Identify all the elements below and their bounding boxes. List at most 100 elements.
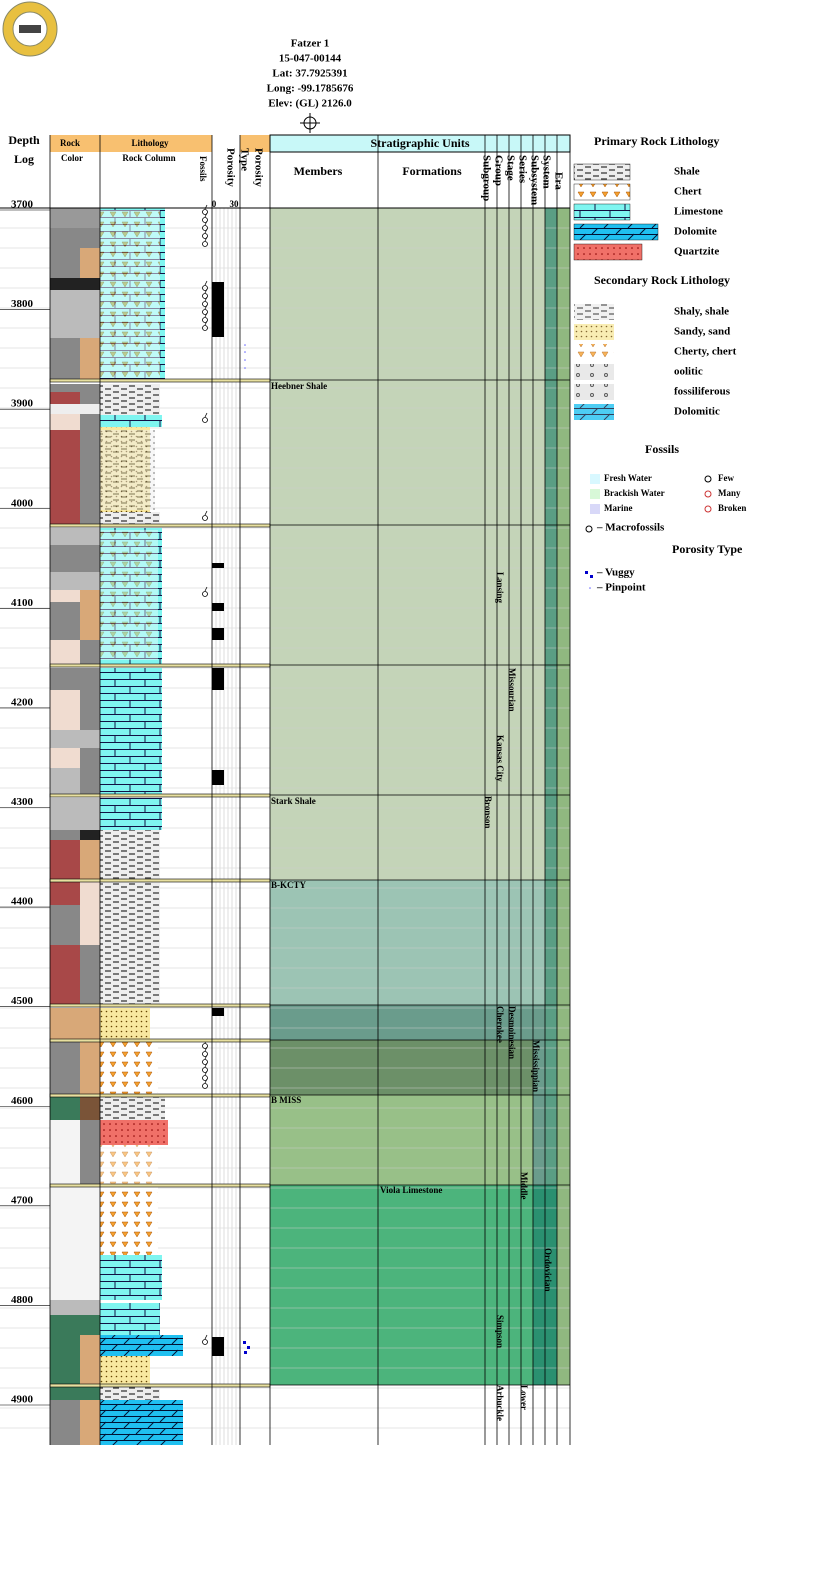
strat-band (270, 1040, 545, 1095)
rock-color (80, 830, 100, 840)
stage-header: Stage (504, 155, 516, 181)
era-band (557, 208, 570, 1385)
lithology (100, 882, 160, 1005)
rock-color (80, 590, 100, 602)
rock-color (50, 1315, 80, 1335)
legend-swatch (574, 324, 614, 340)
depth-label: 4100 (11, 597, 34, 609)
fossil-symbol (202, 209, 208, 215)
depth-label: 3900 (11, 398, 34, 410)
rock-color (50, 414, 80, 430)
fossil-symbol (204, 288, 208, 294)
legend-symbol (590, 575, 593, 578)
strat-band (270, 1005, 545, 1040)
rock-color (80, 1145, 100, 1185)
lithology (100, 1400, 183, 1445)
log-header: Log (14, 152, 34, 166)
elev: Elev: (GL) 2126.0 (268, 98, 352, 110)
rock-color (50, 528, 80, 545)
unit-label: Heebner Shale (271, 381, 327, 391)
legend-swatch (573, 163, 631, 181)
rock-color (50, 208, 80, 228)
system-band (545, 208, 557, 1385)
fossil-symbol (202, 417, 208, 423)
legend-swatch (574, 384, 614, 400)
rock-header: Rock (60, 138, 80, 148)
rock-color (80, 602, 100, 640)
legend-symbol (585, 525, 593, 533)
well-symbol (300, 113, 320, 133)
lithology (100, 210, 160, 378)
unit-label: Viola Limestone (380, 1185, 442, 1195)
boundary (49, 1038, 271, 1043)
unit-label: Middle (519, 1172, 529, 1200)
rock-column-header: Rock Column (122, 153, 175, 163)
porosity-bar (212, 668, 224, 690)
rock-color (50, 404, 80, 414)
rock-color (50, 730, 80, 748)
legend-label: Few (718, 473, 734, 483)
boundary (49, 1383, 271, 1388)
lithology (100, 1187, 158, 1255)
logo (2, 1, 58, 57)
depth-label: 4400 (11, 896, 34, 908)
primary-title: Primary Rock Lithology (594, 134, 719, 148)
fossil-symbol (202, 1043, 208, 1049)
fossil-symbol (204, 296, 208, 302)
rock-color (80, 668, 100, 690)
fossil-symbol (202, 301, 208, 307)
unit-label: B MISS (271, 1095, 301, 1105)
rock-color (50, 1187, 80, 1300)
header: Fatzer 1 15-047-00144 Lat: 37.7925391 Lo… (267, 38, 354, 133)
rock-color (80, 730, 100, 748)
rock-color (50, 512, 80, 525)
rock-color (50, 1042, 80, 1095)
fossil-symbol (202, 293, 208, 299)
rock-color (80, 690, 100, 730)
rock-color (50, 430, 80, 512)
legend-swatch (574, 364, 614, 380)
lithology (100, 530, 158, 660)
lithology (100, 1255, 162, 1300)
rock-color (80, 882, 100, 905)
legend-symbol (704, 505, 712, 513)
fossil-symbol (202, 233, 208, 239)
legend-swatch (590, 489, 600, 499)
fossil-symbol (202, 325, 208, 331)
unit-label: Lansing (495, 572, 505, 604)
color-header: Color (61, 153, 83, 163)
legend-label: Fresh Water (604, 473, 652, 483)
rock-color (80, 640, 100, 665)
vuggy (247, 1346, 250, 1349)
legend-label: Dolomitic (674, 406, 720, 418)
rock-color (80, 208, 100, 228)
depth-label: 4700 (11, 1194, 34, 1206)
strat-band (270, 1185, 378, 1385)
secondary-title: Secondary Rock Lithology (594, 273, 730, 287)
rock-color (50, 830, 80, 840)
depth-label: 4200 (11, 696, 34, 708)
rock-color (50, 1400, 80, 1445)
boundary (49, 1183, 271, 1188)
pinpoint (244, 351, 246, 353)
rock-color (50, 1120, 80, 1145)
legend-label: fossiliferous (674, 386, 731, 398)
system-header: System (540, 155, 552, 189)
depth-label: 4900 (11, 1394, 34, 1406)
fossil-symbol (204, 320, 208, 326)
legend-label: Many (718, 488, 741, 498)
fossils-header: Fossils (198, 156, 208, 182)
porosity-type-header: Porosity (252, 148, 264, 187)
rock-color (50, 840, 80, 880)
porosity-bar (212, 1008, 224, 1016)
fossil-symbol (202, 285, 208, 291)
depth-label: 4500 (11, 995, 34, 1007)
unit-label: Lower (519, 1385, 529, 1410)
legend-swatch (573, 183, 631, 201)
lithology (100, 668, 162, 795)
rock-color (80, 430, 100, 512)
fossil-symbol (204, 236, 208, 242)
rock-color (80, 1400, 100, 1445)
porosity-bar (212, 282, 224, 337)
rock-color (50, 392, 80, 404)
